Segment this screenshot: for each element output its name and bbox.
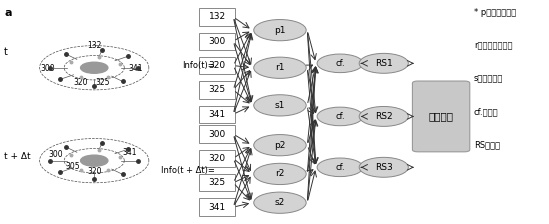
FancyBboxPatch shape: [199, 106, 235, 123]
Text: 325: 325: [209, 85, 226, 94]
Text: r：残基分子序号: r：残基分子序号: [474, 41, 512, 50]
Text: * p：聚合物状态: * p：聚合物状态: [474, 8, 516, 17]
Text: cf.: cf.: [335, 112, 345, 121]
Text: t + Δt: t + Δt: [4, 152, 31, 161]
Circle shape: [254, 95, 306, 116]
Text: 320: 320: [209, 61, 226, 70]
Text: 132: 132: [209, 12, 226, 21]
Text: p2: p2: [274, 141, 285, 150]
Circle shape: [254, 163, 306, 185]
Text: 320: 320: [74, 78, 88, 87]
Circle shape: [254, 57, 306, 78]
FancyBboxPatch shape: [199, 8, 235, 26]
Text: 300: 300: [209, 37, 226, 46]
Circle shape: [81, 155, 108, 166]
Text: RS3: RS3: [375, 163, 393, 172]
Text: 300: 300: [49, 150, 63, 159]
Text: 341: 341: [209, 203, 226, 212]
Circle shape: [317, 107, 363, 126]
Text: Info(t + Δt)=: Info(t + Δt)=: [160, 166, 215, 175]
FancyBboxPatch shape: [412, 81, 470, 152]
FancyBboxPatch shape: [199, 150, 235, 167]
Circle shape: [254, 19, 306, 41]
Circle shape: [359, 106, 408, 126]
FancyBboxPatch shape: [199, 125, 235, 143]
Text: RS：结果: RS：结果: [474, 141, 500, 150]
Text: cf.: cf.: [335, 59, 345, 68]
Circle shape: [359, 157, 408, 177]
FancyBboxPatch shape: [199, 198, 235, 216]
Text: 320: 320: [87, 167, 102, 176]
Text: s1: s1: [275, 101, 285, 110]
Circle shape: [359, 53, 408, 73]
Circle shape: [254, 192, 306, 213]
Text: 300: 300: [41, 64, 55, 73]
Text: cf.：比较: cf.：比较: [474, 108, 498, 116]
Text: 传输方式: 传输方式: [429, 111, 453, 121]
Text: s：原子序号: s：原子序号: [474, 74, 503, 83]
FancyBboxPatch shape: [199, 81, 235, 99]
Circle shape: [317, 54, 363, 73]
Text: Info(t)=: Info(t)=: [182, 61, 215, 70]
Text: 132: 132: [87, 41, 102, 50]
Text: r2: r2: [275, 169, 284, 179]
Circle shape: [254, 135, 306, 156]
FancyBboxPatch shape: [199, 174, 235, 192]
Text: p1: p1: [274, 26, 285, 35]
Text: RS1: RS1: [375, 59, 393, 68]
Text: 341: 341: [209, 110, 226, 119]
Text: s2: s2: [275, 198, 285, 207]
Text: 341: 341: [128, 64, 142, 73]
Circle shape: [81, 62, 108, 73]
Text: 305: 305: [65, 162, 80, 171]
Text: 320: 320: [209, 154, 226, 163]
Text: 341: 341: [122, 149, 137, 157]
Text: 325: 325: [209, 178, 226, 187]
Text: cf.: cf.: [335, 163, 345, 172]
Text: a: a: [4, 8, 12, 18]
Text: r1: r1: [275, 63, 285, 72]
Text: RS2: RS2: [375, 112, 393, 121]
Text: t: t: [4, 47, 8, 57]
Text: 300: 300: [209, 130, 226, 139]
Circle shape: [317, 158, 363, 177]
FancyBboxPatch shape: [199, 32, 235, 50]
Text: 325: 325: [95, 78, 110, 87]
FancyBboxPatch shape: [199, 57, 235, 74]
